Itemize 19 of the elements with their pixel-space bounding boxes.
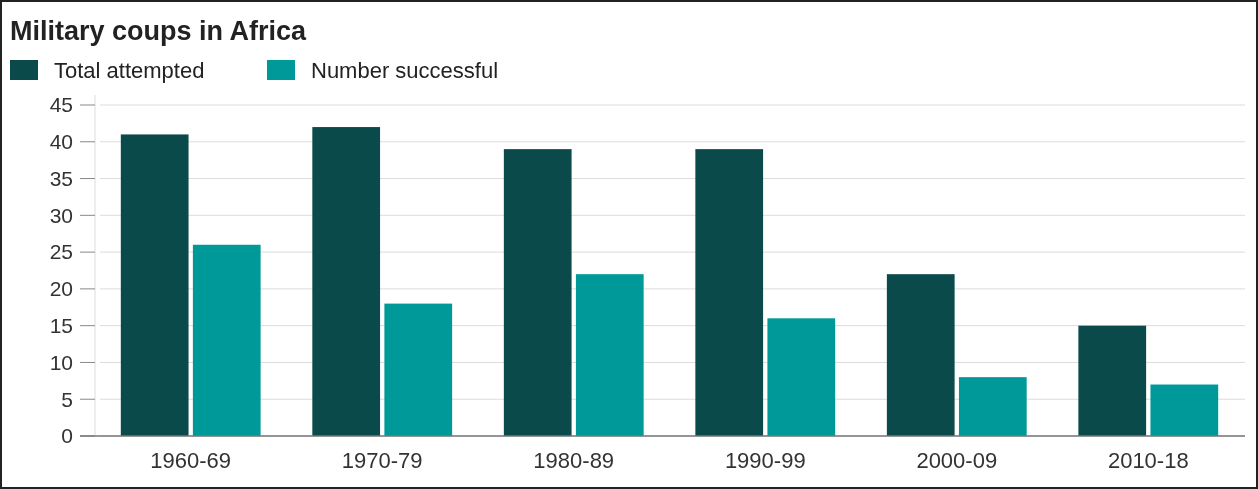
x-tick-label: 1980-89 <box>533 448 615 473</box>
x-tick-label: 1970-79 <box>341 448 423 473</box>
y-tick-label: 15 <box>49 314 73 338</box>
y-tick-label: 25 <box>49 240 73 264</box>
y-tick-label: 5 <box>61 387 73 411</box>
y-tick-label: 35 <box>49 166 73 190</box>
y-tick-label: 0 <box>61 424 73 448</box>
chart-title: Military coups in Africa <box>10 16 308 46</box>
legend-label: Number successful <box>311 58 499 83</box>
y-tick-label: 10 <box>49 350 73 374</box>
legend-label: Total attempted <box>54 58 205 83</box>
x-tick-label: 1960-69 <box>150 448 232 473</box>
y-tick-label: 20 <box>49 277 73 301</box>
y-tick-label: 45 <box>49 93 73 117</box>
y-tick-label: 30 <box>49 203 73 227</box>
y-tick-label: 40 <box>49 130 73 154</box>
x-tick-label: 2000-09 <box>916 448 998 473</box>
x-tick-label: 1990-99 <box>724 448 806 473</box>
x-tick-label: 2010-18 <box>1107 448 1189 473</box>
